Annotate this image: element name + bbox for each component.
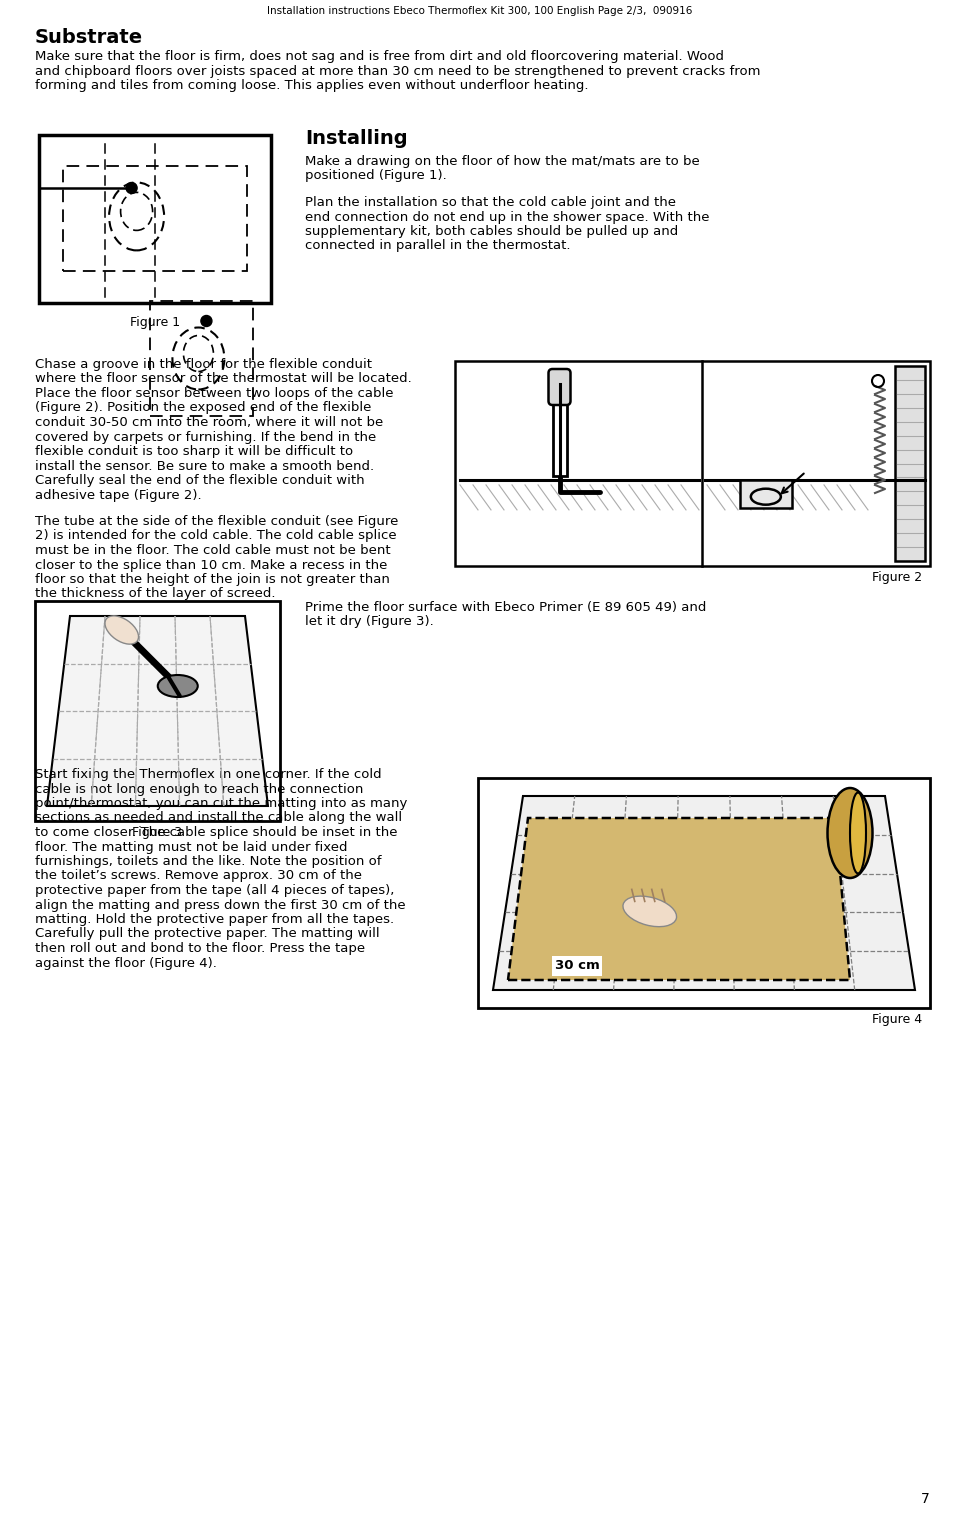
Text: against the floor (Figure 4).: against the floor (Figure 4). [35, 957, 217, 969]
Text: install the sensor. Be sure to make a smooth bend.: install the sensor. Be sure to make a sm… [35, 459, 374, 473]
Text: point/thermostat, you can cut the matting into as many: point/thermostat, you can cut the mattin… [35, 797, 407, 810]
Text: 30 cm: 30 cm [555, 958, 600, 972]
Text: Installation instructions Ebeco Thermoflex Kit 300, 100 English Page 2/3,  09091: Installation instructions Ebeco Thermofl… [267, 6, 693, 15]
Text: Figure 2: Figure 2 [872, 571, 922, 584]
Text: sections as needed and install the cable along the wall: sections as needed and install the cable… [35, 812, 402, 824]
Text: cable is not long enough to reach the connection: cable is not long enough to reach the co… [35, 783, 364, 795]
Text: Make sure that the floor is firm, does not sag and is free from dirt and old flo: Make sure that the floor is firm, does n… [35, 50, 724, 63]
Text: Prime the floor surface with Ebeco Primer (E 89 605 49) and: Prime the floor surface with Ebeco Prime… [305, 601, 707, 613]
Text: Chase a groove in the floor for the flexible conduit: Chase a groove in the floor for the flex… [35, 359, 372, 371]
Text: Figure 3: Figure 3 [132, 826, 182, 839]
Text: Make a drawing on the floor of how the mat/mats are to be: Make a drawing on the floor of how the m… [305, 156, 700, 168]
Text: 7: 7 [922, 1492, 930, 1506]
Text: Carefully seal the end of the flexible conduit with: Carefully seal the end of the flexible c… [35, 475, 365, 487]
Ellipse shape [623, 896, 677, 926]
Ellipse shape [828, 787, 873, 877]
Bar [740, 479, 792, 508]
Text: matting. Hold the protective paper from all the tapes.: matting. Hold the protective paper from … [35, 913, 395, 926]
Text: adhesive tape (Figure 2).: adhesive tape (Figure 2). [35, 488, 202, 502]
Text: 2) is intended for the cold cable. The cold cable splice: 2) is intended for the cold cable. The c… [35, 530, 396, 543]
Ellipse shape [850, 792, 866, 873]
Text: Figure 1: Figure 1 [130, 316, 180, 330]
Circle shape [201, 316, 212, 327]
Polygon shape [47, 617, 268, 806]
Text: the toilet’s screws. Remove approx. 30 cm of the: the toilet’s screws. Remove approx. 30 c… [35, 870, 362, 882]
Text: where the floor sensor of the thermostat will be located.: where the floor sensor of the thermostat… [35, 372, 412, 386]
Bar [455, 362, 930, 566]
Bar [895, 366, 925, 562]
Polygon shape [508, 818, 850, 980]
FancyBboxPatch shape [548, 369, 570, 404]
Text: Figure 4: Figure 4 [872, 1013, 922, 1025]
Text: supplementary kit, both cables should be pulled up and: supplementary kit, both cables should be… [305, 224, 679, 238]
Text: Installing: Installing [305, 130, 408, 148]
Text: protective paper from the tape (all 4 pieces of tapes),: protective paper from the tape (all 4 pi… [35, 884, 395, 897]
Text: conduit 30-50 cm into the room, where it will not be: conduit 30-50 cm into the room, where it… [35, 417, 383, 429]
Bar [150, 301, 253, 417]
Bar [35, 601, 280, 821]
Text: connected in parallel in the thermostat.: connected in parallel in the thermostat. [305, 240, 570, 252]
Circle shape [126, 183, 137, 194]
Ellipse shape [157, 674, 198, 697]
Text: Place the floor sensor between two loops of the cable: Place the floor sensor between two loops… [35, 388, 394, 400]
Text: end connection do not end up in the shower space. With the: end connection do not end up in the show… [305, 211, 709, 223]
Text: align the matting and press down the first 30 cm of the: align the matting and press down the fir… [35, 899, 406, 911]
Text: the thickness of the layer of screed.: the thickness of the layer of screed. [35, 588, 276, 601]
FancyBboxPatch shape [552, 955, 603, 977]
Polygon shape [493, 797, 915, 990]
Text: and chipboard floors over joists spaced at more than 30 cm need to be strengthen: and chipboard floors over joists spaced … [35, 64, 760, 78]
Text: forming and tiles from coming loose. This applies even without underfloor heatin: forming and tiles from coming loose. Thi… [35, 79, 588, 92]
Text: Plan the installation so that the cold cable joint and the: Plan the installation so that the cold c… [305, 195, 676, 209]
Bar [553, 378, 566, 476]
Text: Start fixing the Thermoflex in one corner. If the cold: Start fixing the Thermoflex in one corne… [35, 768, 382, 781]
Text: Carefully pull the protective paper. The matting will: Carefully pull the protective paper. The… [35, 928, 379, 940]
Bar [63, 166, 247, 272]
Text: must be in the floor. The cold cable must not be bent: must be in the floor. The cold cable mus… [35, 543, 391, 557]
Bar [478, 778, 930, 1009]
Text: floor so that the height of the join is not greater than: floor so that the height of the join is … [35, 572, 390, 586]
Text: flexible conduit is too sharp it will be difficult to: flexible conduit is too sharp it will be… [35, 446, 353, 458]
Text: floor. The matting must not be laid under fixed: floor. The matting must not be laid unde… [35, 841, 348, 853]
Text: covered by carpets or furnishing. If the bend in the: covered by carpets or furnishing. If the… [35, 430, 376, 444]
Text: to come closer. The cable splice should be inset in the: to come closer. The cable splice should … [35, 826, 397, 839]
Ellipse shape [105, 617, 138, 644]
Text: Substrate: Substrate [35, 27, 143, 47]
Bar [39, 134, 271, 304]
Text: let it dry (Figure 3).: let it dry (Figure 3). [305, 615, 434, 629]
Text: furnishings, toilets and the like. Note the position of: furnishings, toilets and the like. Note … [35, 855, 381, 868]
Text: The tube at the side of the flexible conduit (see Figure: The tube at the side of the flexible con… [35, 514, 398, 528]
Text: (Figure 2). Position the exposed end of the flexible: (Figure 2). Position the exposed end of … [35, 401, 372, 415]
Text: then roll out and bond to the floor. Press the tape: then roll out and bond to the floor. Pre… [35, 942, 365, 955]
Text: positioned (Figure 1).: positioned (Figure 1). [305, 169, 446, 183]
Text: closer to the splice than 10 cm. Make a recess in the: closer to the splice than 10 cm. Make a … [35, 559, 388, 572]
